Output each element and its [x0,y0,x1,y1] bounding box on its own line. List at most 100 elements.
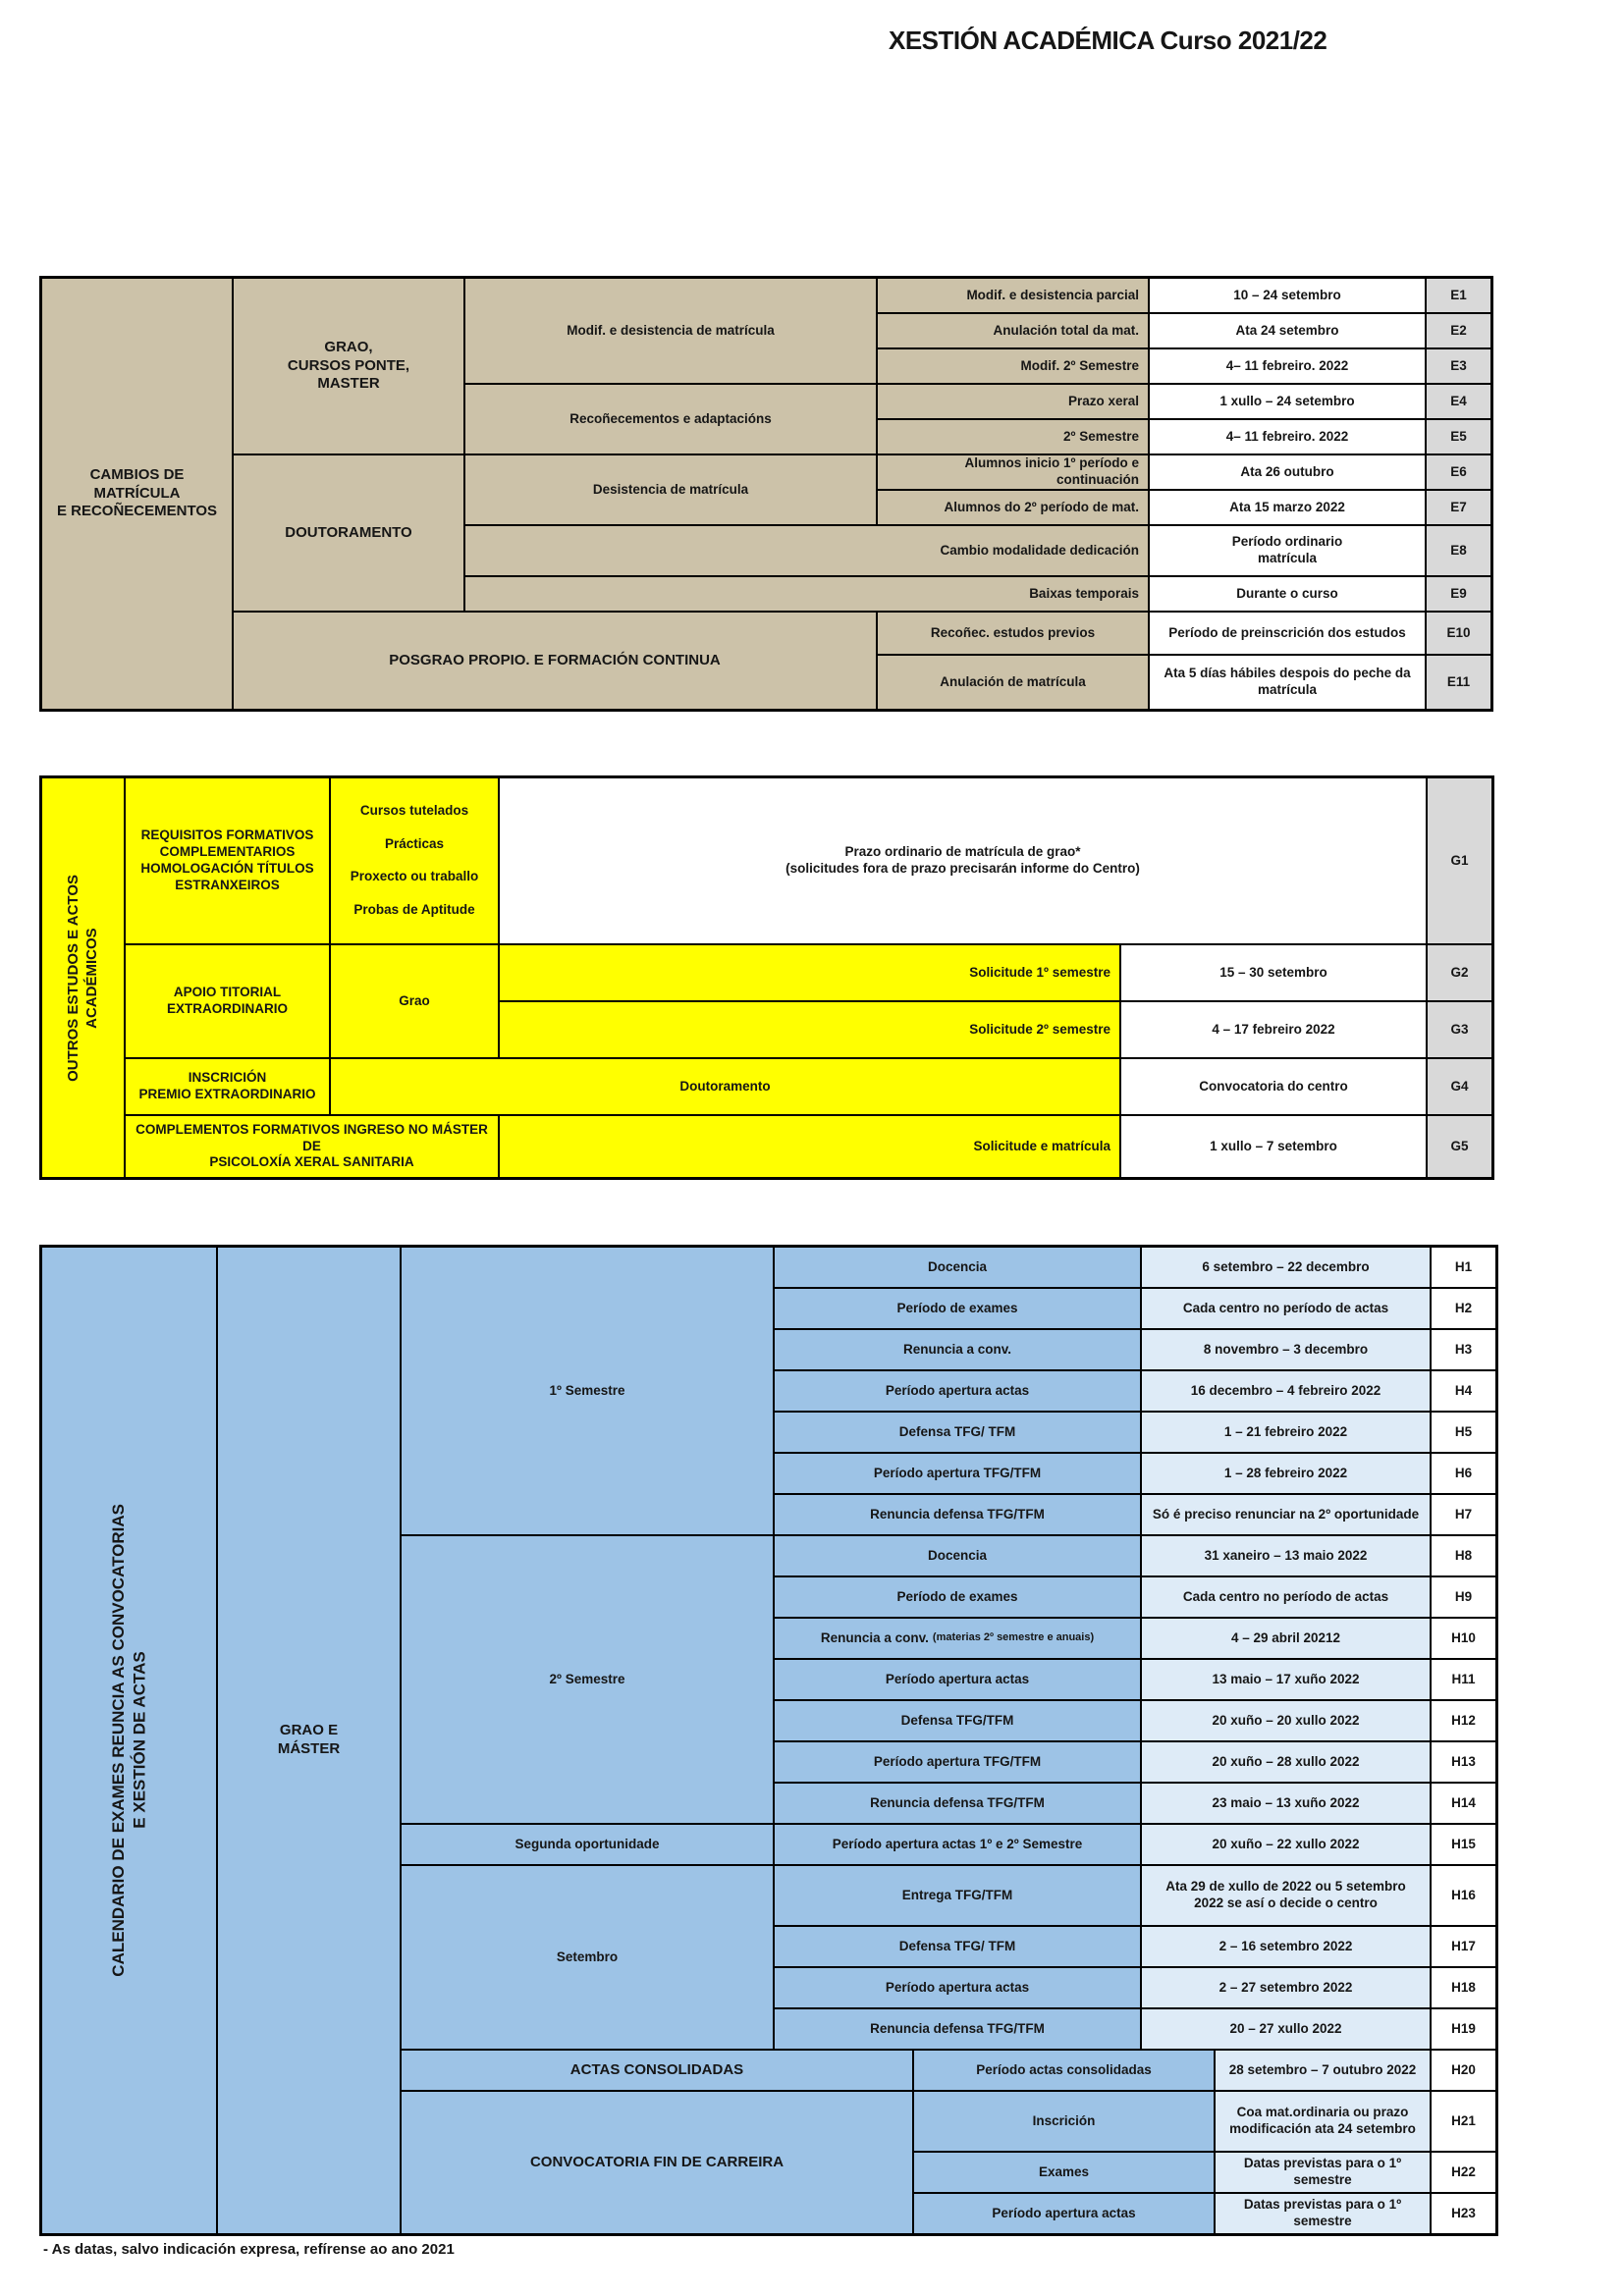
grao-cursos-ponte-master-cell: GRAO, CURSOS PONTE, MASTER [234,279,463,454]
h18-code: H18 [1432,1968,1495,2007]
h12-code: H12 [1432,1701,1495,1740]
h12-label: Defensa TFG/TFM [775,1701,1140,1740]
h3-date: 8 novembro – 3 decembro [1142,1330,1430,1369]
h16-code: H16 [1432,1866,1495,1925]
e8-code: E8 [1427,526,1490,575]
h11-label: Período apertura actas [775,1660,1140,1699]
g1-date: Prazo ordinario de matrícula de grao* (s… [500,778,1426,943]
e4-label: Prazo xeral [878,385,1148,418]
g-section-label: OUTROS ESTUDOS E ACTOS ACADÉMICOS [64,874,100,1082]
h13-code: H13 [1432,1742,1495,1782]
g5-date: 1 xullo – 7 setembro [1121,1116,1426,1177]
h2-date: Cada centro no período de actas [1142,1289,1430,1328]
h21-code: H21 [1432,2092,1495,2151]
h4-label: Período apertura actas [775,1371,1140,1411]
g4-date: Convocatoria do centro [1121,1059,1426,1114]
table-calendario-exames: CALENDARIO DE EXAMES REUNCIA AS CONVOCAT… [39,1245,1498,2236]
h15-code: H15 [1432,1825,1495,1864]
e5-label: 2º Semestre [878,420,1148,454]
table-outros-estudos: OUTROS ESTUDOS E ACTOS ACADÉMICOS REQUIS… [39,775,1494,1180]
e2-label: Anulación total da mat. [878,314,1148,347]
e5-code: E5 [1427,420,1490,454]
g-section-cell: OUTROS ESTUDOS E ACTOS ACADÉMICOS [42,778,124,1177]
h7-date: Só é preciso renunciar na 2º oportunidad… [1142,1495,1430,1534]
g4-code: G4 [1428,1059,1491,1114]
h23-date: Datas previstas para o 1º semestre [1216,2194,1430,2233]
e9-code: E9 [1427,577,1490,611]
h22-date: Datas previstas para o 1º semestre [1216,2153,1430,2192]
e3-label: Modif. 2º Semestre [878,349,1148,383]
e10-code: E10 [1427,613,1490,654]
g2-label: Solicitude 1º semestre [500,945,1119,1000]
h11-date: 13 maio – 17 xuño 2022 [1142,1660,1430,1699]
posgrao-formacion-continua-cell: POSGRAO PROPIO. E FORMACIÓN CONTINUA [234,613,876,709]
e4-date: 1 xullo – 24 setembro [1150,385,1425,418]
e11-label: Anulación de matrícula [878,656,1148,709]
h2-label: Período de exames [775,1289,1140,1328]
h-section-label: CALENDARIO DE EXAMES REUNCIA AS CONVOCAT… [109,1504,149,1977]
e6-code: E6 [1427,455,1490,489]
g3-code: G3 [1428,1002,1491,1057]
e1-label: Modif. e desistencia parcial [878,279,1148,312]
g5-code: G5 [1428,1116,1491,1177]
e6-label: Alumnos inicio 1º período e continuación [878,455,1148,489]
g3-date: 4 – 17 febreiro 2022 [1121,1002,1426,1057]
h21-date: Coa mat.ordinaria ou prazo modificación … [1216,2092,1430,2151]
e11-code: E11 [1427,656,1490,709]
h1-date: 6 setembro – 22 decembro [1142,1248,1430,1287]
sem1-group-cell: 1º Semestre [402,1248,773,1534]
footnote: - As datas, salvo indicación expresa, re… [43,2241,455,2258]
g4-label: Doutoramento [331,1059,1119,1114]
h12-date: 20 xuño – 20 xullo 2022 [1142,1701,1430,1740]
h7-label: Renuncia defensa TFG/TFM [775,1495,1140,1534]
e8-date: Período ordinario matrícula [1150,526,1425,575]
h3-label: Renuncia a conv. [775,1330,1140,1369]
h16-date: Ata 29 de xullo de 2022 ou 5 setembro 20… [1142,1866,1430,1925]
h10-label-note: (materias 2º semestre e anuais) [932,1631,1095,1644]
e7-date: Ata 15 marzo 2022 [1150,491,1425,524]
h5-code: H5 [1432,1413,1495,1452]
h9-code: H9 [1432,1577,1495,1617]
h20-date: 28 setembro – 7 outubro 2022 [1216,2051,1430,2090]
apoio-titorial-cell: APOIO TITORIAL EXTRAORDINARIO [126,945,329,1057]
g5-label: Solicitude e matrícula [500,1116,1119,1177]
e10-label: Recoñec. estudos previos [878,613,1148,654]
e7-label: Alumnos do 2º período de mat. [878,491,1148,524]
g2-date: 15 – 30 setembro [1121,945,1426,1000]
h19-date: 20 – 27 xullo 2022 [1142,2009,1430,2049]
segunda-oportunidade-cell: Segunda oportunidade [402,1825,773,1864]
requisitos-formativos-cell: REQUISITOS FORMATIVOS COMPLEMENTARIOS HO… [126,778,329,943]
e5-date: 4– 11 febreiro. 2022 [1150,420,1425,454]
e11-date: Ata 5 días hábiles despois do peche da m… [1150,656,1425,709]
reconecementos-adaptacions-cell: Recoñecementos e adaptacións [465,385,876,454]
actas-consolidadas-cell: ACTAS CONSOLIDADAS [402,2051,912,2090]
h9-label: Período de exames [775,1577,1140,1617]
e9-label: Baixas temporais [465,577,1148,611]
e1-date: 10 – 24 setembro [1150,279,1425,312]
h3-code: H3 [1432,1330,1495,1369]
e4-code: E4 [1427,385,1490,418]
h6-code: H6 [1432,1454,1495,1493]
g1-code: G1 [1428,778,1491,943]
h17-label: Defensa TFG/ TFM [775,1927,1140,1966]
e9-date: Durante o curso [1150,577,1425,611]
doutoramento-cell: DOUTORAMENTO [234,455,463,611]
cursos-tutelados-cell: Cursos tutelados Prácticas Proxecto ou t… [331,778,498,943]
sem2-group-cell: 2º Semestre [402,1536,773,1823]
e-section-cell: CAMBIOS DE MATRÍCULA E RECOÑECEMENTOS [42,279,232,709]
h1-code: H1 [1432,1248,1495,1287]
h18-date: 2 – 27 setembro 2022 [1142,1968,1430,2007]
h14-code: H14 [1432,1784,1495,1823]
h20-label: Período actas consolidadas [914,2051,1214,2090]
h10-code: H10 [1432,1619,1495,1658]
h5-date: 1 – 21 febreiro 2022 [1142,1413,1430,1452]
e2-date: Ata 24 setembro [1150,314,1425,347]
h2-code: H2 [1432,1289,1495,1328]
h23-code: H23 [1432,2194,1495,2233]
h8-date: 31 xaneiro – 13 maio 2022 [1142,1536,1430,1575]
page-title: XESTIÓN ACADÉMICA Curso 2021/22 [889,26,1327,55]
h17-date: 2 – 16 setembro 2022 [1142,1927,1430,1966]
e8-label: Cambio modalidade dedicación [465,526,1148,575]
h17-code: H17 [1432,1927,1495,1966]
